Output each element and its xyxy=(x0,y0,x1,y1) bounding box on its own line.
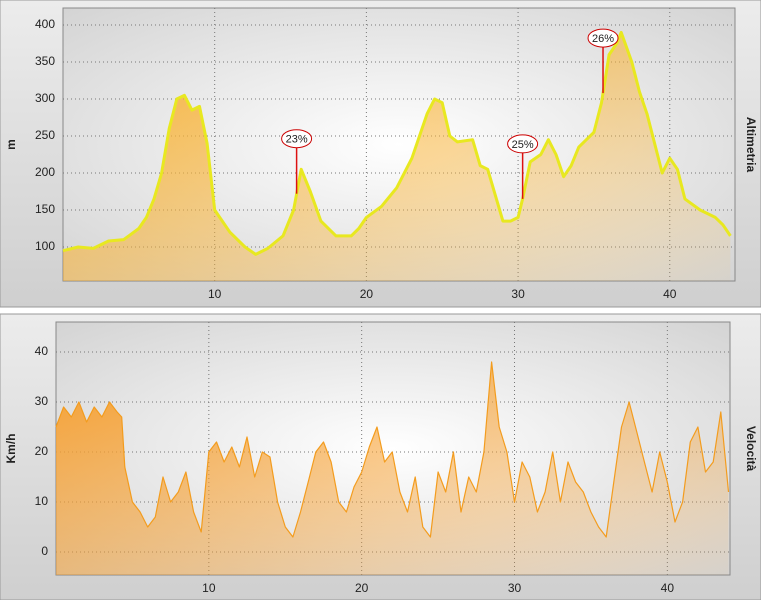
y-tick-label: 100 xyxy=(35,239,55,253)
x-tick-label: 20 xyxy=(360,287,374,301)
side-label: Velocità xyxy=(744,426,758,472)
y-tick-label: 250 xyxy=(35,128,55,142)
annotation: 25% xyxy=(512,139,534,151)
x-tick-label: 40 xyxy=(663,287,677,301)
x-tick-label: 10 xyxy=(202,581,216,595)
x-tick-label: 30 xyxy=(508,581,522,595)
x-tick-label: 20 xyxy=(355,581,369,595)
callout-bubble xyxy=(507,134,539,154)
y-axis-label: m xyxy=(4,139,18,150)
x-tick-label: 10 xyxy=(208,287,222,301)
y-tick-label: 150 xyxy=(35,202,55,216)
y-tick-label: 30 xyxy=(35,394,49,408)
area xyxy=(63,32,731,282)
y-axis-label: Km/h xyxy=(4,434,18,464)
y-tick-label: 0 xyxy=(41,544,48,558)
line xyxy=(62,30,732,256)
area xyxy=(56,362,729,575)
callout-bubble xyxy=(281,129,313,149)
y-tick-label: 400 xyxy=(35,17,55,31)
annotation: 23% xyxy=(286,134,308,146)
line xyxy=(55,361,730,538)
annotation: 26% xyxy=(592,33,614,45)
y-tick-label: 10 xyxy=(35,494,49,508)
y-tick-label: 350 xyxy=(35,54,55,68)
x-tick-label: 40 xyxy=(661,581,675,595)
y-tick-label: 40 xyxy=(35,344,49,358)
x-tick-label: 30 xyxy=(511,287,525,301)
y-tick-label: 300 xyxy=(35,91,55,105)
y-tick-label: 200 xyxy=(35,165,55,179)
y-tick-label: 20 xyxy=(35,444,49,458)
side-label: Altimetria xyxy=(744,117,758,173)
callout-bubble xyxy=(587,28,619,48)
